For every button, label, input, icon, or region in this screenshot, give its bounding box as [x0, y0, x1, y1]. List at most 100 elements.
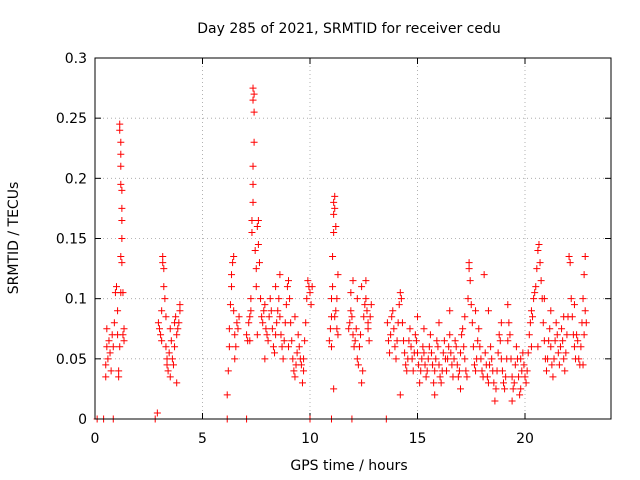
- data-point: [409, 367, 417, 375]
- data-point: [397, 295, 405, 303]
- data-point: [392, 355, 400, 363]
- data-point: [285, 343, 292, 351]
- data-point: [435, 361, 443, 369]
- data-point: [225, 325, 233, 333]
- y-axis-label: SRMTID / TECUs: [6, 182, 22, 295]
- data-point: [444, 355, 452, 363]
- data-point: [276, 271, 284, 279]
- data-point: [223, 391, 231, 399]
- data-point: [561, 367, 569, 375]
- data-point: [457, 349, 464, 357]
- data-point: [422, 373, 430, 381]
- data-point: [153, 409, 161, 417]
- data-point: [406, 325, 414, 333]
- data-point: [487, 343, 495, 351]
- data-point: [115, 367, 123, 375]
- data-point: [527, 307, 535, 315]
- data-point: [261, 301, 269, 309]
- data-point: [477, 355, 485, 363]
- y-tick-label: 0.15: [56, 232, 87, 248]
- data-point: [480, 271, 488, 279]
- data-point: [544, 355, 552, 363]
- x-tick-labels: 0 5 10 15 20: [91, 431, 534, 447]
- data-point: [526, 319, 534, 327]
- data-point: [333, 295, 341, 303]
- data-point: [250, 90, 258, 98]
- data-point: [351, 337, 359, 345]
- data-point: [289, 355, 297, 363]
- data-point: [265, 313, 273, 321]
- data-point: [285, 277, 292, 285]
- data-point: [388, 313, 396, 321]
- data-point: [551, 337, 559, 345]
- data-point: [301, 337, 309, 345]
- y-tick-label: 0.1: [65, 292, 87, 308]
- data-point: [451, 337, 459, 345]
- data-point: [500, 379, 507, 387]
- data-point: [253, 222, 261, 230]
- x-tick-label: 5: [198, 431, 207, 447]
- data-point: [334, 331, 342, 339]
- data-point: [362, 295, 370, 303]
- data-point: [383, 319, 391, 327]
- data-point: [293, 349, 301, 357]
- data-point: [455, 367, 463, 375]
- data-point: [277, 331, 285, 339]
- data-point: [347, 307, 355, 315]
- data-point: [431, 367, 439, 375]
- data-point: [159, 259, 167, 267]
- data-point: [288, 337, 296, 345]
- data-point: [118, 235, 126, 242]
- data-point: [246, 337, 254, 345]
- data-point: [460, 343, 468, 351]
- data-point: [330, 198, 338, 206]
- data-point: [266, 295, 274, 303]
- data-point: [386, 349, 394, 357]
- data-point: [507, 355, 515, 363]
- data-point: [547, 343, 555, 351]
- data-point: [453, 361, 461, 369]
- data-point: [389, 307, 397, 315]
- data-point: [432, 355, 440, 363]
- data-point: [158, 307, 166, 315]
- data-point: [537, 277, 545, 285]
- data-point: [525, 331, 533, 339]
- data-point: [163, 361, 171, 369]
- data-point: [437, 379, 445, 387]
- x-tick-label: 15: [409, 431, 427, 447]
- data-point: [435, 319, 443, 327]
- data-point: [401, 349, 409, 357]
- data-point: [581, 253, 589, 261]
- data-point: [458, 331, 466, 339]
- data-point: [461, 313, 469, 321]
- data-point: [282, 301, 290, 309]
- data-point: [550, 355, 558, 363]
- data-point: [117, 253, 125, 261]
- data-point: [563, 331, 571, 339]
- data-point: [367, 301, 375, 309]
- data-point: [105, 337, 113, 345]
- data-point: [545, 337, 553, 345]
- data-point: [517, 385, 525, 393]
- data-point: [249, 162, 257, 170]
- data-point: [573, 331, 581, 339]
- data-point: [116, 126, 124, 134]
- data-point: [114, 307, 122, 315]
- data-point: [429, 361, 437, 369]
- data-point: [540, 295, 548, 303]
- data-point: [286, 295, 294, 303]
- data-point: [118, 259, 126, 267]
- data-point: [546, 325, 554, 333]
- data-point: [440, 337, 448, 345]
- grid-lines: [95, 58, 611, 419]
- data-point: [430, 379, 438, 387]
- data-point: [251, 247, 259, 255]
- x-tick-label: 0: [91, 431, 100, 447]
- data-point: [475, 325, 483, 333]
- data-point: [162, 313, 170, 321]
- data-point: [366, 313, 374, 321]
- data-point: [113, 283, 120, 291]
- data-point: [358, 283, 366, 291]
- data-point: [427, 349, 435, 357]
- data-point: [403, 367, 411, 375]
